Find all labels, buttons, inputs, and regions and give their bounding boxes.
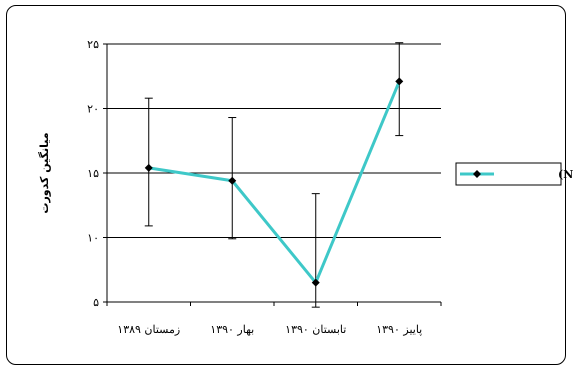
x-tick-label: بهار ۱۳۹۰ [210,323,254,336]
y-tick-label: ۱۵ [87,167,99,180]
y-tick-label: ۵ [93,296,99,309]
y-tick-labels: ۵ ۱۰ ۱۵ ۲۰ ۲۵ [87,38,99,309]
data-point-marker [144,163,153,172]
error-bars [144,42,404,308]
data-point-marker [311,278,320,287]
y-axis-label: میانگین کدورت [38,132,51,213]
data-point-marker [228,176,237,185]
x-tick-label: پاییز ۱۳۹۰ [376,323,422,336]
legend-box [455,162,562,186]
y-tick-label: ۲۵ [87,38,99,51]
grid-lines [107,43,441,238]
legend: کدورت (NTU) [455,162,573,186]
x-tick-label: زمستان ۱۳۸۹ [117,323,180,336]
data-point-marker [395,77,404,86]
data-markers [144,77,404,287]
y-tick-label: ۱۰ [87,232,99,245]
legend-label: کدورت (NTU) [558,168,573,181]
y-tick-label: ۲۰ [87,103,99,116]
series-lines [148,80,401,285]
axes [103,43,442,306]
series-line [148,80,401,285]
x-tick-label: تابستان ۱۳۹۰ [285,323,346,336]
x-tick-labels: زمستان ۱۳۸۹ بهار ۱۳۹۰ تابستان ۱۳۹۰ پاییز ۱۳… [117,323,422,336]
legend-swatch-marker [473,170,481,178]
